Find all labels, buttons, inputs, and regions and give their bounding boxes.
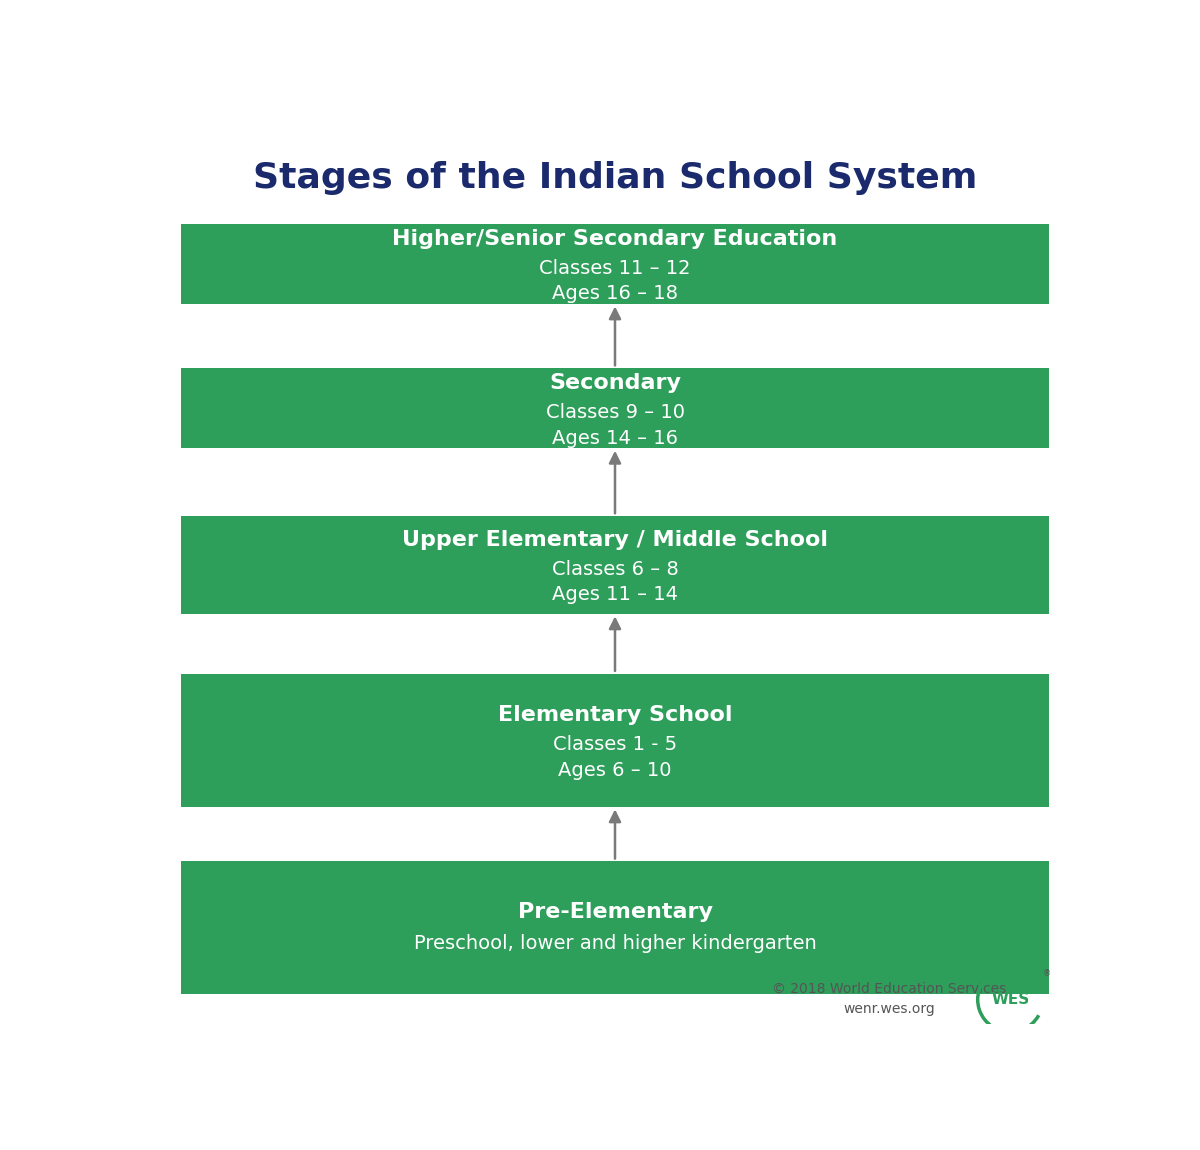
Text: Classes 9 – 10: Classes 9 – 10	[546, 402, 684, 422]
Text: Classes 1 - 5: Classes 1 - 5	[553, 735, 677, 754]
Text: Upper Elementary / Middle School: Upper Elementary / Middle School	[402, 530, 828, 550]
Text: Ages 11 – 14: Ages 11 – 14	[552, 585, 678, 605]
Text: Secondary: Secondary	[550, 374, 682, 393]
Bar	[181, 861, 1049, 995]
Bar	[181, 224, 1049, 304]
Text: Stages of the Indian School System: Stages of the Indian School System	[253, 161, 977, 194]
Text: Preschool, lower and higher kindergarten: Preschool, lower and higher kindergarten	[414, 934, 816, 953]
Text: Classes 6 – 8: Classes 6 – 8	[552, 560, 678, 578]
Text: Ages 16 – 18: Ages 16 – 18	[552, 284, 678, 304]
Text: WES: WES	[991, 992, 1030, 1007]
Text: © 2018 World Education Services
wenr.wes.org: © 2018 World Education Services wenr.wes…	[773, 981, 1007, 1015]
Text: Ages 6 – 10: Ages 6 – 10	[558, 761, 672, 780]
Text: Pre-Elementary: Pre-Elementary	[517, 902, 713, 922]
Bar	[181, 368, 1049, 448]
Bar	[181, 516, 1049, 613]
Text: ®: ®	[1043, 968, 1051, 978]
Text: Higher/Senior Secondary Education: Higher/Senior Secondary Education	[392, 229, 838, 248]
Bar	[181, 674, 1049, 806]
Text: Elementary School: Elementary School	[498, 705, 732, 726]
Text: Ages 14 – 16: Ages 14 – 16	[552, 429, 678, 447]
Text: Classes 11 – 12: Classes 11 – 12	[539, 259, 691, 277]
